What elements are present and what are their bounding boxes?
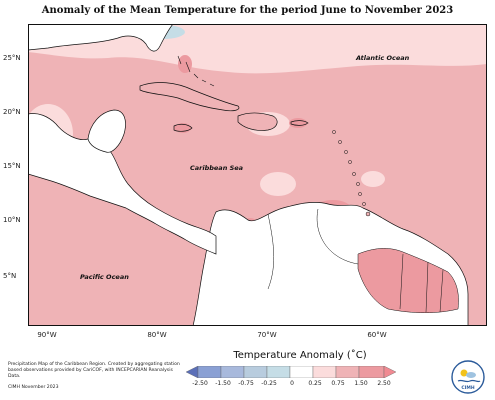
legend-swatch-6 [312, 366, 337, 378]
legend-tick-9: 2.50 [377, 380, 391, 387]
legend-tick-1: -2.50 [192, 380, 208, 387]
lat-tick-10n: 10°N [3, 216, 21, 224]
legend-tick-3: -0.75 [238, 380, 254, 387]
sa-borders [267, 208, 359, 290]
footer-credit: CIMH November 2023 [8, 385, 59, 390]
legend-swatch-4 [266, 366, 291, 378]
anomaly-zone-strong-bahamas [178, 55, 192, 73]
jamaica-island [173, 123, 193, 132]
cloud-icon [466, 372, 476, 378]
caribbean-sea-label: Caribbean Sea [190, 164, 243, 172]
pacific-ocean-label: Pacific Ocean [80, 273, 129, 281]
lon-tick-90w: 90°W [37, 331, 57, 339]
legend-swatch-1 [197, 366, 222, 378]
legend-tick-6: 0.25 [308, 380, 322, 387]
hispaniola-island [237, 112, 278, 131]
puerto-rico-island [290, 120, 309, 126]
north-america-land [28, 24, 174, 52]
lon-tick-70w: 70°W [257, 331, 277, 339]
guianas-land-anomaly [357, 248, 459, 313]
yucatan-land [87, 109, 126, 153]
legend-swatch-3 [243, 366, 268, 378]
legend-swatch-2 [220, 366, 245, 378]
guianas-borders [399, 253, 444, 313]
cimh-logo: CIMH [451, 360, 485, 394]
lat-tick-20n: 20°N [3, 108, 21, 116]
map-title: Anomaly of the Mean Temperature for the … [41, 5, 454, 16]
legend-swatch-5 [289, 366, 314, 378]
anomaly-zone-light-islands [361, 171, 385, 187]
legend-swatch-8 [358, 366, 385, 378]
legend-swatch-7 [335, 366, 360, 378]
lon-tick-80w: 80°W [147, 331, 167, 339]
footer-description: Precipitation Map of the Caribbean Regio… [8, 362, 180, 379]
lesser-antilles [332, 130, 371, 217]
lat-tick-25n: 25°N [3, 54, 21, 62]
lon-tick-60w: 60°W [367, 331, 387, 339]
lat-tick-5n: 5°N [3, 272, 17, 280]
legend-title: Temperature Anomaly (˚C) [233, 350, 367, 361]
anomaly-zone-light-east [260, 172, 296, 196]
legend-colorbar [186, 366, 396, 378]
lat-tick-15n: 15°N [3, 162, 21, 170]
legend-arrow-low [186, 366, 199, 378]
legend-tick-8: 1.50 [354, 380, 368, 387]
map-border [28, 24, 487, 326]
wave-icon [457, 379, 481, 383]
atlantic-ocean-label: Atlantic Ocean [355, 54, 410, 62]
cuba-island [139, 82, 240, 112]
legend-tick-2: -1.50 [215, 380, 231, 387]
sun-icon [460, 369, 468, 377]
legend-tick-7: 0.75 [331, 380, 345, 387]
bahamas-islands [177, 55, 215, 87]
map-footer: Precipitation Map of the Caribbean Regio… [8, 362, 183, 391]
legend-tick-5: 0 [290, 380, 294, 387]
legend-tick-4: -0.25 [261, 380, 277, 387]
logo-text: CIMH [461, 385, 474, 391]
legend-arrow-high [383, 366, 396, 378]
anomaly-map: Atlantic Ocean Caribbean Sea Pacific Oce… [28, 24, 487, 326]
